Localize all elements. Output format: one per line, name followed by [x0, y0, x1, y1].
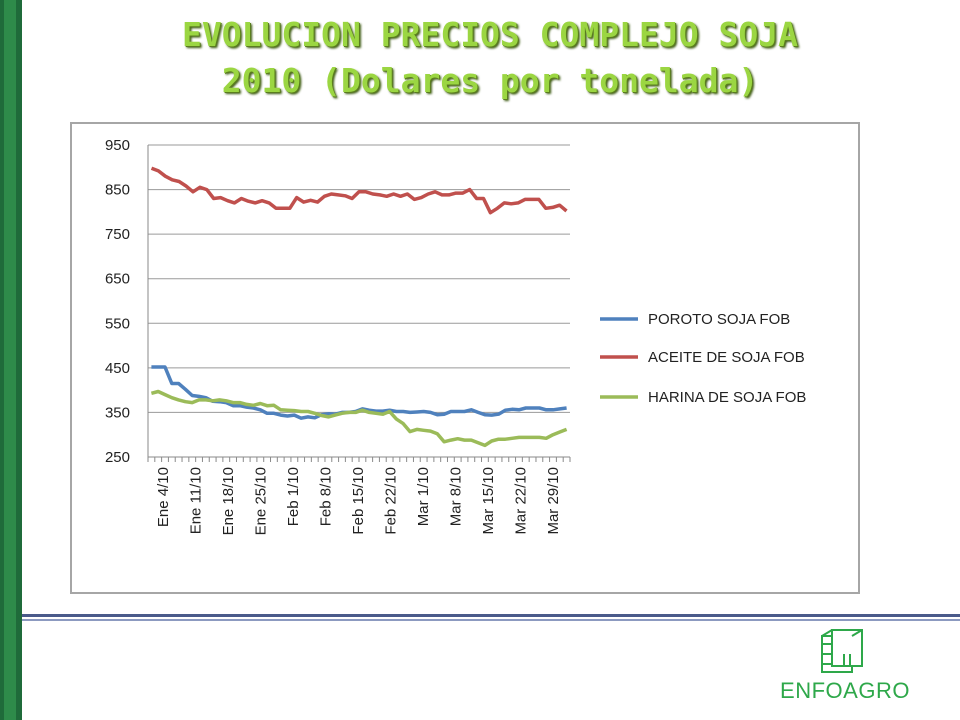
y-tick-label: 850	[105, 182, 130, 199]
x-tick-label: Mar 22/10	[512, 467, 529, 535]
y-tick-label: 650	[105, 271, 130, 288]
y-tick-label: 350	[105, 404, 130, 421]
legend-label: ACEITE DE SOJA FOB	[648, 349, 805, 366]
title-line-2: 2010 (Dolares por tonelada)	[221, 61, 759, 100]
y-tick-label: 250	[105, 449, 130, 466]
y-tick-label: 950	[105, 137, 130, 154]
chart-frame	[70, 122, 860, 594]
y-tick-label: 750	[105, 226, 130, 243]
building-cube-icon	[821, 629, 863, 673]
footer-divider-thin	[22, 619, 960, 621]
series-line	[150, 166, 568, 215]
enfoagro-logo: ENFOAGRO	[770, 626, 920, 716]
y-tick-label: 450	[105, 360, 130, 377]
title-line-1: EVOLUCION PRECIOS COMPLEJO SOJA	[182, 15, 798, 54]
x-tick-label: Mar 15/10	[480, 467, 497, 535]
page-title: EVOLUCION PRECIOS COMPLEJO SOJA 2010 (Do…	[40, 12, 940, 104]
x-tick-label: Feb 15/10	[350, 467, 367, 535]
x-tick-label: Feb 8/10	[318, 467, 335, 526]
logo-text: ENFOAGRO	[780, 678, 910, 703]
x-tick-label: Ene 11/10	[188, 467, 205, 534]
left-accent-bar-inner	[4, 0, 16, 720]
price-line-chart: 950 850 750 650 550 450 350 250 Ene 4/10 Ene 11/1…	[105, 137, 806, 535]
x-tick-label: Feb 22/10	[382, 467, 399, 535]
x-tick-label: Feb 1/10	[285, 467, 302, 526]
x-tick-label: Ene 18/10	[220, 467, 237, 535]
left-accent-bar	[0, 0, 22, 720]
legend-label: HARINA DE SOJA FOB	[648, 389, 806, 406]
x-tick-label: Mar 8/10	[447, 467, 464, 526]
x-tick-label: Mar 29/10	[545, 467, 562, 535]
y-tick-label: 550	[105, 315, 130, 332]
footer-divider	[22, 614, 960, 617]
x-tick-label: Mar 1/10	[415, 467, 432, 526]
series-line	[150, 389, 568, 448]
x-tick-label: Ene 25/10	[253, 467, 270, 535]
x-tick-label: Ene 4/10	[155, 467, 172, 527]
legend-label: POROTO SOJA FOB	[648, 311, 790, 328]
